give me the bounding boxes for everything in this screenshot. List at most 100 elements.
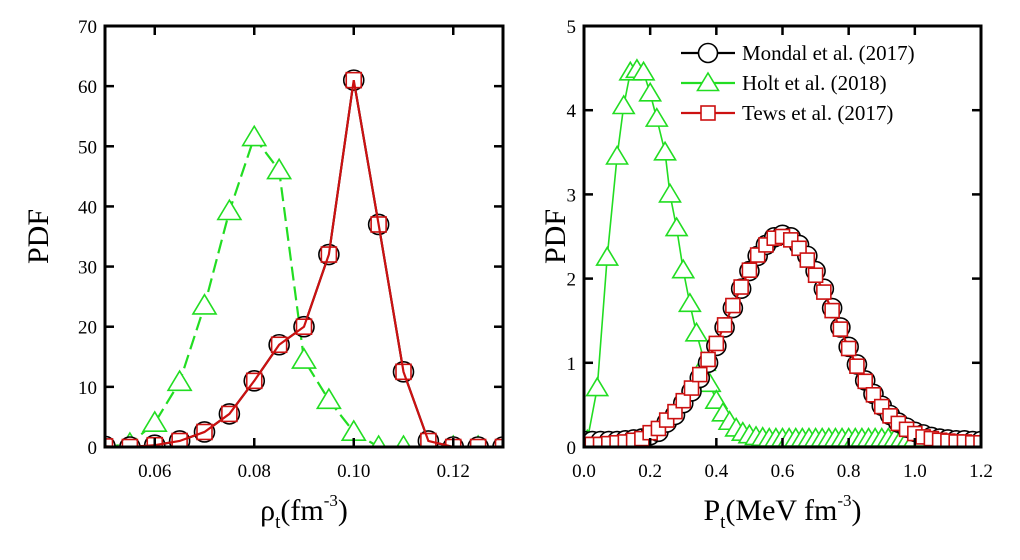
series-tews	[584, 228, 981, 447]
x-tick-label: 0.6	[771, 461, 795, 482]
axes-frame	[103, 24, 505, 449]
data-point-holt	[241, 124, 268, 147]
y-tick-label: 3	[567, 185, 577, 206]
y-tick-label: 1	[567, 354, 577, 375]
data-point-tews	[691, 366, 708, 383]
y-tick-label: 70	[78, 17, 97, 38]
data-point-tews	[196, 423, 213, 441]
data-point-holt	[677, 292, 702, 313]
data-point-tews	[675, 392, 692, 409]
x-axis-title-sub: t	[275, 512, 281, 533]
data-point-tews	[816, 284, 832, 300]
data-point-holt	[141, 410, 168, 432]
data-point-holt	[644, 107, 669, 127]
data-point-holt	[611, 94, 636, 115]
data-point-tews	[245, 372, 263, 390]
x-tick-label: 0.06	[138, 461, 171, 482]
data-point-holt	[671, 258, 696, 279]
data-point-tews	[320, 246, 338, 263]
y-axis-title: PDF	[22, 209, 55, 264]
y-tick-label: 4	[567, 101, 577, 122]
legend-item-mondal: Mondal et al. (2017)	[681, 41, 915, 65]
x-tick-label: 1.2	[969, 461, 993, 482]
y-tick-label: 40	[78, 197, 97, 218]
data-point-tews	[171, 432, 188, 447]
x-tick-label: 0.0	[572, 461, 596, 482]
data-point-tews	[121, 438, 139, 447]
y-tick-label: 60	[78, 77, 97, 98]
legend-marker-square	[700, 105, 716, 121]
data-point-tews	[725, 297, 741, 314]
x-axis-title-main: P	[703, 494, 720, 527]
data-point-tews	[973, 434, 981, 447]
series-line-mondal	[105, 79, 503, 447]
data-point-holt	[191, 293, 218, 315]
x-axis-title-close: )	[338, 494, 348, 527]
x-axis-title-main: ρ	[260, 494, 275, 527]
data-point-tews	[683, 380, 700, 396]
data-point-tews	[146, 436, 164, 447]
data-point-tews	[221, 405, 238, 423]
data-point-holt	[658, 182, 682, 203]
left-panel-density: 0.06 0.08 0.10 0.12 0 10 20 30 40 50 60 70 ρt(fm-3) P…	[22, 17, 505, 533]
x-tick-label: 0.4	[704, 461, 728, 482]
y-tick-label: 5	[567, 17, 577, 38]
legend-marker-triangle	[696, 71, 720, 92]
x-axis-title: Pt(MeV fm-3)	[703, 491, 861, 533]
data-point-holt	[216, 198, 243, 221]
x-axis-title-sup: -3	[324, 491, 338, 510]
data-point-tews	[791, 240, 807, 257]
series-mondal	[584, 224, 981, 447]
data-point-tews	[849, 358, 865, 374]
data-point-tews	[420, 432, 437, 447]
y-tick-label: 0	[88, 438, 98, 459]
data-point-tews	[824, 302, 840, 319]
x-tick-label: 1.0	[903, 461, 927, 482]
x-axis-title-close: )	[852, 494, 862, 527]
data-point-tews	[733, 279, 749, 295]
data-point-holt	[684, 321, 709, 342]
x-tick-label: 0.8	[837, 461, 861, 482]
series-holt	[584, 58, 927, 447]
data-point-holt	[585, 376, 610, 397]
y-tick-label: 50	[78, 137, 97, 158]
x-axis-title-sup: -3	[837, 491, 851, 510]
x-axis-title-rest: (fm	[280, 494, 323, 527]
series-line-tews	[584, 235, 981, 446]
data-point-tews	[865, 386, 882, 403]
series-line-holt	[105, 134, 503, 447]
x-axis-title-rest: (MeV fm	[725, 494, 837, 527]
data-point-holt	[340, 419, 367, 442]
data-point-tews	[295, 318, 313, 336]
legend-label: Tews et al. (2017)	[742, 101, 893, 125]
legend-item-tews: Tews et al. (2017)	[681, 101, 893, 125]
data-point-tews	[741, 262, 758, 278]
data-point-tews	[807, 267, 824, 284]
x-tick-label: 0.10	[337, 461, 370, 482]
data-point-tews	[700, 351, 716, 368]
y-tick-label: 20	[78, 318, 97, 339]
y-tick-label: 2	[567, 270, 577, 291]
x-tick-label: 0.08	[238, 461, 271, 482]
legend-marker-circle	[697, 42, 719, 64]
series-line-tews	[105, 79, 503, 447]
data-point-tews	[345, 71, 363, 89]
plot-area	[584, 58, 981, 447]
legend-label: Mondal et al. (2017)	[742, 41, 915, 65]
data-point-tews	[270, 336, 288, 354]
data-point-holt	[631, 60, 656, 81]
series-mondal	[105, 69, 503, 447]
x-tick-label: 0.12	[437, 461, 470, 482]
data-point-holt	[595, 245, 620, 266]
data-point-tews	[840, 340, 857, 357]
data-point-holt	[605, 144, 629, 165]
data-point-tews	[716, 317, 733, 333]
series-tews	[105, 71, 503, 447]
data-point-tews	[857, 373, 874, 390]
data-point-tews	[370, 216, 387, 233]
y-tick-label: 10	[78, 378, 97, 399]
x-axis-title-sub: t	[720, 512, 726, 533]
data-point-holt	[638, 81, 663, 102]
data-point-holt	[266, 157, 293, 180]
